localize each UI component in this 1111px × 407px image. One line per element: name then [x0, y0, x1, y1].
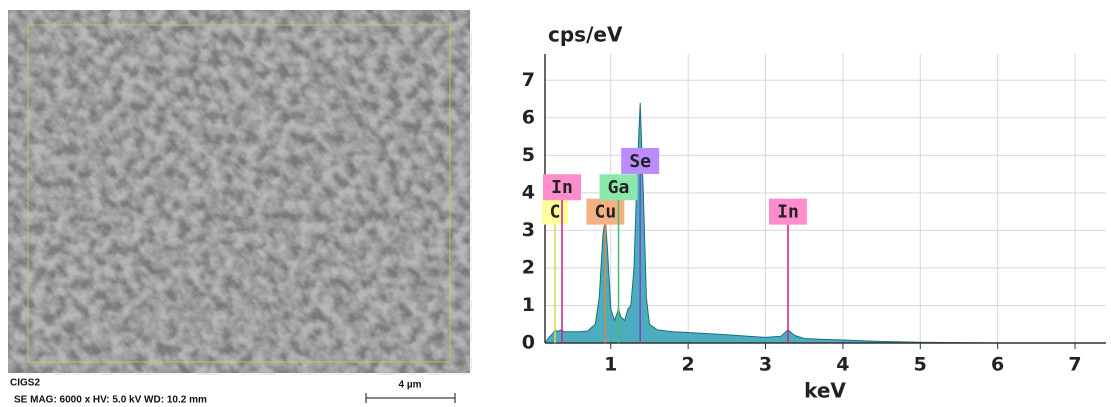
scale-bar	[365, 393, 456, 403]
x-tick-label: 3	[759, 354, 772, 376]
element-label-box	[542, 198, 569, 225]
element-label: Se	[629, 151, 651, 172]
y-tick-label: 1	[522, 294, 535, 316]
y-tick-label: 3	[522, 219, 535, 241]
x-tick-label: 6	[991, 354, 1004, 376]
element-label: In	[777, 202, 799, 223]
x-axis-label: keV	[804, 379, 846, 403]
spectrum-line	[544, 102, 1106, 344]
x-tick-label: 4	[836, 354, 849, 376]
element-label-box	[543, 174, 582, 201]
y-tick-label: 5	[522, 144, 535, 166]
y-tick-label: 2	[522, 256, 535, 278]
y-tick-label: 0	[522, 332, 535, 354]
sem-image	[8, 10, 472, 375]
element-label: Ga	[608, 177, 630, 198]
element-label-box	[621, 147, 660, 174]
x-tick-label: 2	[682, 354, 695, 376]
x-tick-label: 7	[1068, 354, 1081, 376]
element-label: Cu	[595, 202, 617, 223]
sem-info: SE MAG: 6000 x HV: 5.0 kV WD: 10.2 mm	[14, 395, 207, 406]
element-label: C	[550, 202, 561, 223]
x-tick-label: 5	[914, 354, 927, 376]
y-axis-label: cps/eV	[548, 23, 623, 47]
scale-bar-label: 4 µm	[399, 380, 422, 391]
element-label-box	[768, 198, 807, 225]
y-tick-label: 7	[522, 69, 535, 91]
spectrum-area	[545, 102, 1106, 343]
y-tick-label: 6	[522, 106, 535, 128]
element-label-box	[599, 174, 638, 201]
x-tick-label: 1	[604, 354, 617, 376]
plot: 0 1 2 3 4 5 6 7 1 2 3 4 5 6 7 C In Cu Ga Se In	[522, 54, 1106, 376]
sample-label: CIGS2	[10, 378, 40, 389]
y-tick-label: 4	[522, 181, 535, 203]
element-label: In	[551, 177, 573, 198]
